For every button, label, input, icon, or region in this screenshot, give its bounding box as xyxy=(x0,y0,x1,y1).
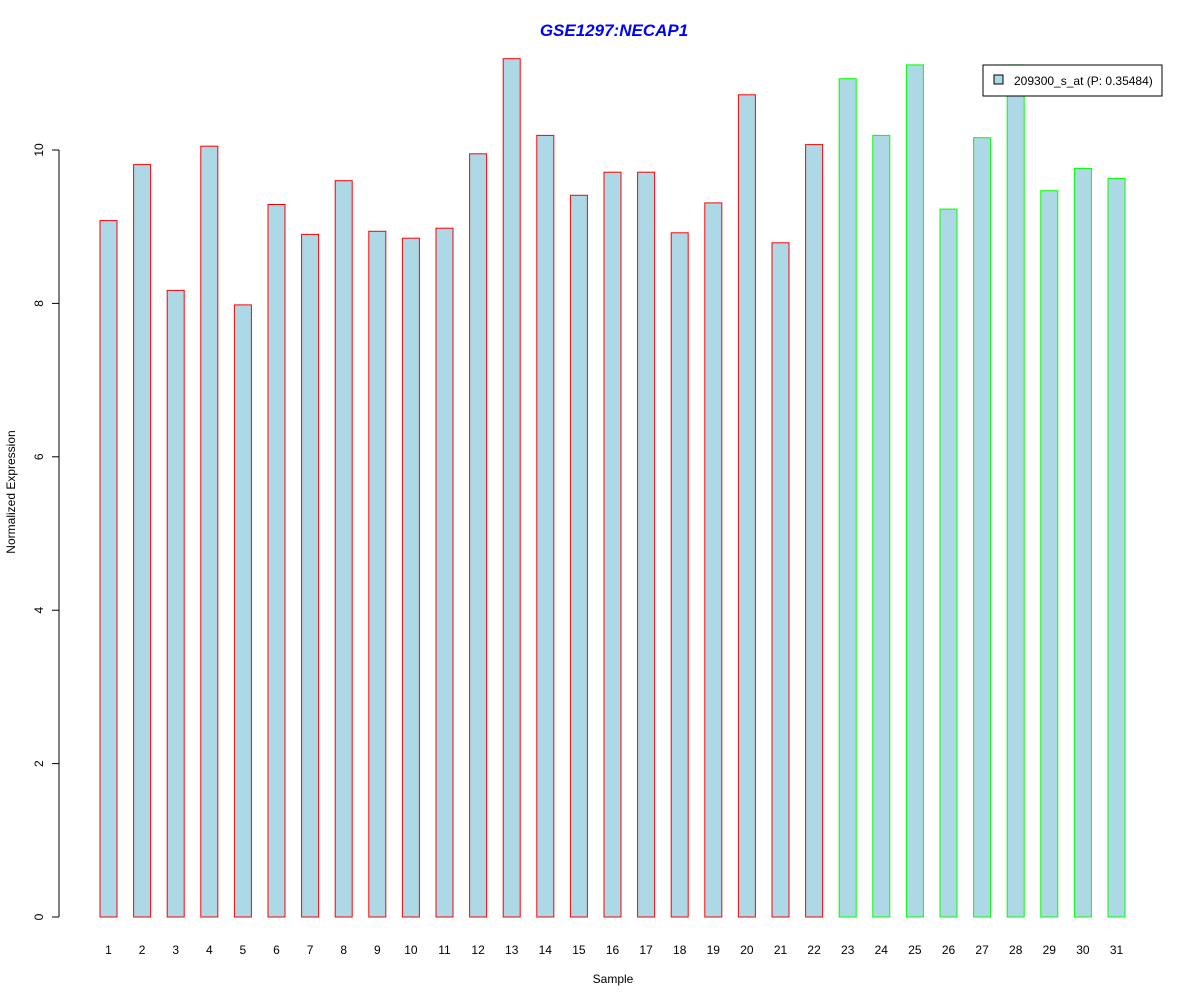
y-tick-label: 10 xyxy=(32,143,46,157)
bar-sample-9 xyxy=(368,230,387,918)
x-tick-label: 15 xyxy=(572,943,586,957)
y-tick-label: 0 xyxy=(32,913,46,920)
x-tick-label: 28 xyxy=(1009,943,1023,957)
bar-sample-16 xyxy=(603,171,622,918)
x-tick-label: 27 xyxy=(975,943,989,957)
x-tick-label: 10 xyxy=(404,943,418,957)
bar-sample-23 xyxy=(838,78,857,918)
bar-sample-4 xyxy=(200,145,219,918)
bar-sample-19 xyxy=(704,202,723,918)
x-tick-label: 31 xyxy=(1110,943,1124,957)
legend-box xyxy=(982,64,1163,97)
bar-sample-7 xyxy=(301,233,320,918)
x-tick-label: 3 xyxy=(172,943,179,957)
bar-sample-20 xyxy=(737,94,756,918)
bar-sample-13 xyxy=(502,58,521,918)
y-tick-label: 8 xyxy=(32,300,46,307)
x-tick-label: 5 xyxy=(240,943,247,957)
bar-sample-10 xyxy=(401,237,420,918)
x-tick-label: 17 xyxy=(639,943,653,957)
x-tick-label: 9 xyxy=(374,943,381,957)
bar-sample-31 xyxy=(1107,177,1126,918)
x-tick-label: 18 xyxy=(673,943,687,957)
x-tick-label: 12 xyxy=(471,943,485,957)
x-tick-label: 26 xyxy=(942,943,956,957)
x-tick-label: 2 xyxy=(139,943,146,957)
x-tick-label: 6 xyxy=(273,943,280,957)
bar-sample-17 xyxy=(637,171,656,918)
bar-sample-21 xyxy=(771,242,790,918)
x-tick-label: 8 xyxy=(340,943,347,957)
x-tick-label: 1 xyxy=(105,943,112,957)
x-tick-label: 20 xyxy=(740,943,754,957)
bar-sample-2 xyxy=(133,164,152,918)
x-tick-label: 19 xyxy=(707,943,721,957)
x-tick-label: 23 xyxy=(841,943,855,957)
bar-sample-30 xyxy=(1073,167,1092,918)
bar-sample-14 xyxy=(536,134,555,918)
bars-group xyxy=(99,58,1126,918)
bar-sample-29 xyxy=(1040,190,1059,918)
legend-label: 209300_s_at (P: 0.35484) xyxy=(1014,74,1153,88)
bar-sample-8 xyxy=(334,180,353,918)
bar-sample-25 xyxy=(905,64,924,918)
x-tick-label: 11 xyxy=(438,943,451,957)
x-tick-label: 21 xyxy=(774,943,788,957)
bar-sample-1 xyxy=(99,220,118,918)
x-axis-label: Sample xyxy=(593,972,634,986)
y-tick-label: 4 xyxy=(32,607,46,614)
chart-title: GSE1297:NECAP1 xyxy=(540,21,688,40)
bar-sample-15 xyxy=(569,194,588,918)
bar-sample-26 xyxy=(939,208,958,918)
legend: 209300_s_at (P: 0.35484) xyxy=(982,64,1163,97)
x-tick-label: 29 xyxy=(1043,943,1057,957)
bar-sample-5 xyxy=(233,304,252,918)
bar-sample-3 xyxy=(166,289,185,918)
bar-sample-27 xyxy=(973,137,992,918)
x-tick-labels: 1 2 3 4 5 6 7 8 9 10 11 12 13 14 15 16 17 18 19 20 21 22 23 24 2… xyxy=(105,943,1123,957)
x-tick-label: 4 xyxy=(206,943,213,957)
y-tick-label: 2 xyxy=(32,760,46,767)
x-tick-label: 22 xyxy=(807,943,821,957)
x-tick-label: 30 xyxy=(1076,943,1090,957)
legend-swatch xyxy=(993,74,1004,85)
y-tick-label: 6 xyxy=(32,453,46,460)
bar-sample-18 xyxy=(670,232,689,918)
x-tick-label: 16 xyxy=(606,943,620,957)
bar-sample-22 xyxy=(805,144,824,918)
x-tick-label: 24 xyxy=(875,943,889,957)
x-tick-label: 7 xyxy=(307,943,314,957)
x-tick-label: 14 xyxy=(539,943,553,957)
bar-sample-28 xyxy=(1006,64,1025,918)
bar-sample-11 xyxy=(435,227,454,918)
x-tick-label: 25 xyxy=(908,943,922,957)
y-axis-label: Normalized Expression xyxy=(4,430,18,553)
bar-sample-24 xyxy=(872,134,891,918)
bar-sample-6 xyxy=(267,204,286,918)
x-tick-label: 13 xyxy=(505,943,519,957)
y-axis: 0 2 4 6 8 10 xyxy=(32,143,60,920)
bar-sample-12 xyxy=(469,153,488,918)
